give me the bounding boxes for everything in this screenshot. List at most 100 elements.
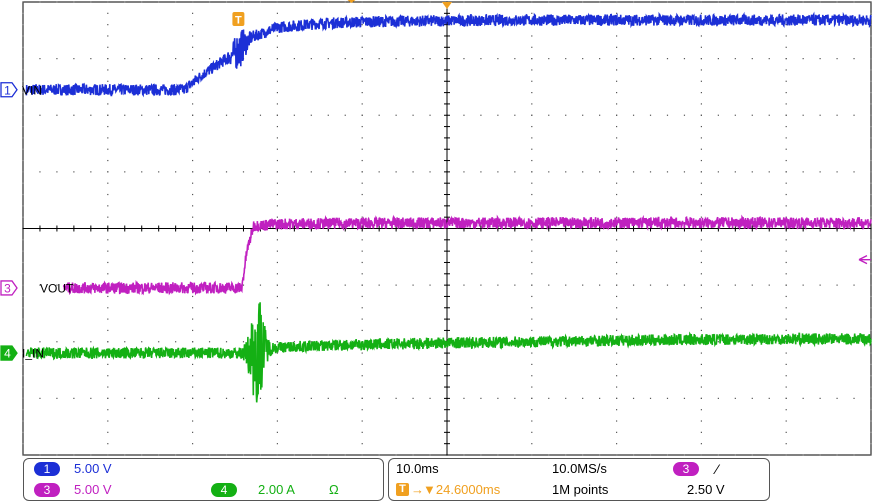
grid-dot: [276, 307, 278, 309]
grid-dot: [378, 58, 380, 60]
channel-3-badge[interactable]: 3: [34, 483, 60, 497]
grid-dot: [616, 205, 618, 207]
trigger-level-marker-icon[interactable]: [858, 255, 871, 265]
grid-dot: [531, 125, 533, 128]
grid-dot: [531, 307, 533, 309]
grid-dot: [107, 69, 109, 71]
grid-dot: [39, 341, 41, 343]
grid-dot: [158, 341, 160, 343]
grid-dot: [39, 171, 41, 173]
grid-dot: [531, 103, 533, 105]
grid-dot: [107, 35, 109, 37]
trigger-position-value[interactable]: ▼24.6000ms: [423, 482, 501, 497]
grid-dot: [734, 114, 736, 116]
grid-dot: [548, 454, 550, 456]
grid-dot: [192, 148, 194, 150]
grid-dot: [700, 12, 702, 14]
grid-dot: [361, 103, 363, 105]
channel-4-termination-icon: Ω: [329, 482, 339, 497]
grid-dot: [836, 397, 838, 399]
grid-dot: [107, 58, 109, 60]
grid-dot: [616, 386, 618, 388]
svg-text:1: 1: [4, 83, 11, 97]
grid-dot: [870, 193, 872, 196]
grid-dot: [870, 69, 872, 71]
grid-dot: [531, 420, 533, 422]
grid-dot: [107, 137, 109, 139]
channel-4-marker-icon[interactable]: 4: [0, 345, 18, 361]
grid-dot: [412, 171, 414, 173]
grid-dot: [412, 284, 414, 286]
grid-dot: [192, 250, 194, 252]
grid-dot: [700, 46, 702, 48]
grid-dot: [700, 431, 702, 433]
grid-dot: [616, 92, 618, 94]
grid-dot: [192, 12, 194, 14]
grid-dot: [192, 454, 194, 456]
grid-dot: [802, 58, 804, 60]
grid-dot: [192, 137, 194, 139]
grid-dot: [225, 397, 228, 399]
grid-dot: [39, 58, 41, 60]
grid-dot: [599, 171, 601, 173]
grid-dot: [327, 284, 329, 286]
grid-dot: [22, 46, 24, 48]
grid-dot: [785, 397, 787, 399]
grid-dot: [192, 69, 194, 71]
time-per-division[interactable]: 10.0ms: [396, 461, 439, 476]
grid-dot: [344, 114, 346, 116]
grid-dot: [531, 193, 533, 196]
grid-dot: [531, 431, 533, 433]
grid-dot: [632, 114, 635, 116]
grid-dot: [870, 454, 872, 456]
grid-dot: [616, 58, 618, 60]
grid-dot: [22, 295, 24, 298]
grid-dot: [683, 1, 686, 3]
grid-dot: [785, 454, 787, 456]
grid-dot: [90, 397, 92, 399]
horizontal-position-marker-icon[interactable]: [442, 2, 452, 9]
grid-dot: [107, 397, 109, 399]
grid-dot: [649, 284, 652, 286]
grid-dot: [582, 454, 584, 456]
grid-dot: [39, 114, 41, 116]
trigger-level: 2.50 V: [687, 482, 725, 497]
grid-dot: [853, 454, 855, 456]
grid-dot: [768, 397, 770, 399]
grid-dot: [107, 125, 109, 128]
grid-dot: [276, 125, 278, 128]
grid-dot: [700, 114, 702, 116]
grid-dot: [22, 216, 24, 218]
grid-dot: [700, 171, 702, 173]
grid-dot: [310, 171, 312, 173]
series-label-i-in: I_IN: [22, 347, 44, 361]
grid-dot: [361, 352, 363, 354]
trigger-source-badge[interactable]: 3: [673, 462, 699, 476]
trigger-time-marker-icon[interactable]: T: [232, 12, 245, 27]
grid-dot: [700, 193, 702, 196]
grid-dot: [192, 58, 194, 60]
grid-dot: [616, 114, 618, 116]
grid-dot: [785, 250, 787, 252]
grid-dot: [175, 171, 177, 173]
grid-dot: [531, 182, 533, 184]
channel-1-marker-icon[interactable]: 1: [0, 82, 18, 98]
grid-dot: [276, 375, 278, 377]
grid-dot: [870, 375, 872, 377]
grid-dot: [531, 46, 533, 48]
grid-dot: [73, 284, 75, 286]
channel-4-badge[interactable]: 4: [211, 483, 237, 497]
grid-dot: [208, 454, 211, 456]
grid-dot: [616, 239, 618, 241]
channel-3-marker-icon[interactable]: 3: [0, 280, 18, 296]
channel-1-badge[interactable]: 1: [34, 462, 60, 476]
grid-dot: [73, 1, 75, 3]
grid-dot: [141, 171, 143, 173]
grid-dot: [22, 273, 24, 275]
grid-dot: [836, 58, 838, 60]
grid-dot: [785, 352, 787, 354]
grid-dot: [649, 171, 652, 173]
grid-dot: [192, 92, 194, 94]
grid-dot: [361, 137, 363, 139]
grid-dot: [700, 284, 702, 286]
